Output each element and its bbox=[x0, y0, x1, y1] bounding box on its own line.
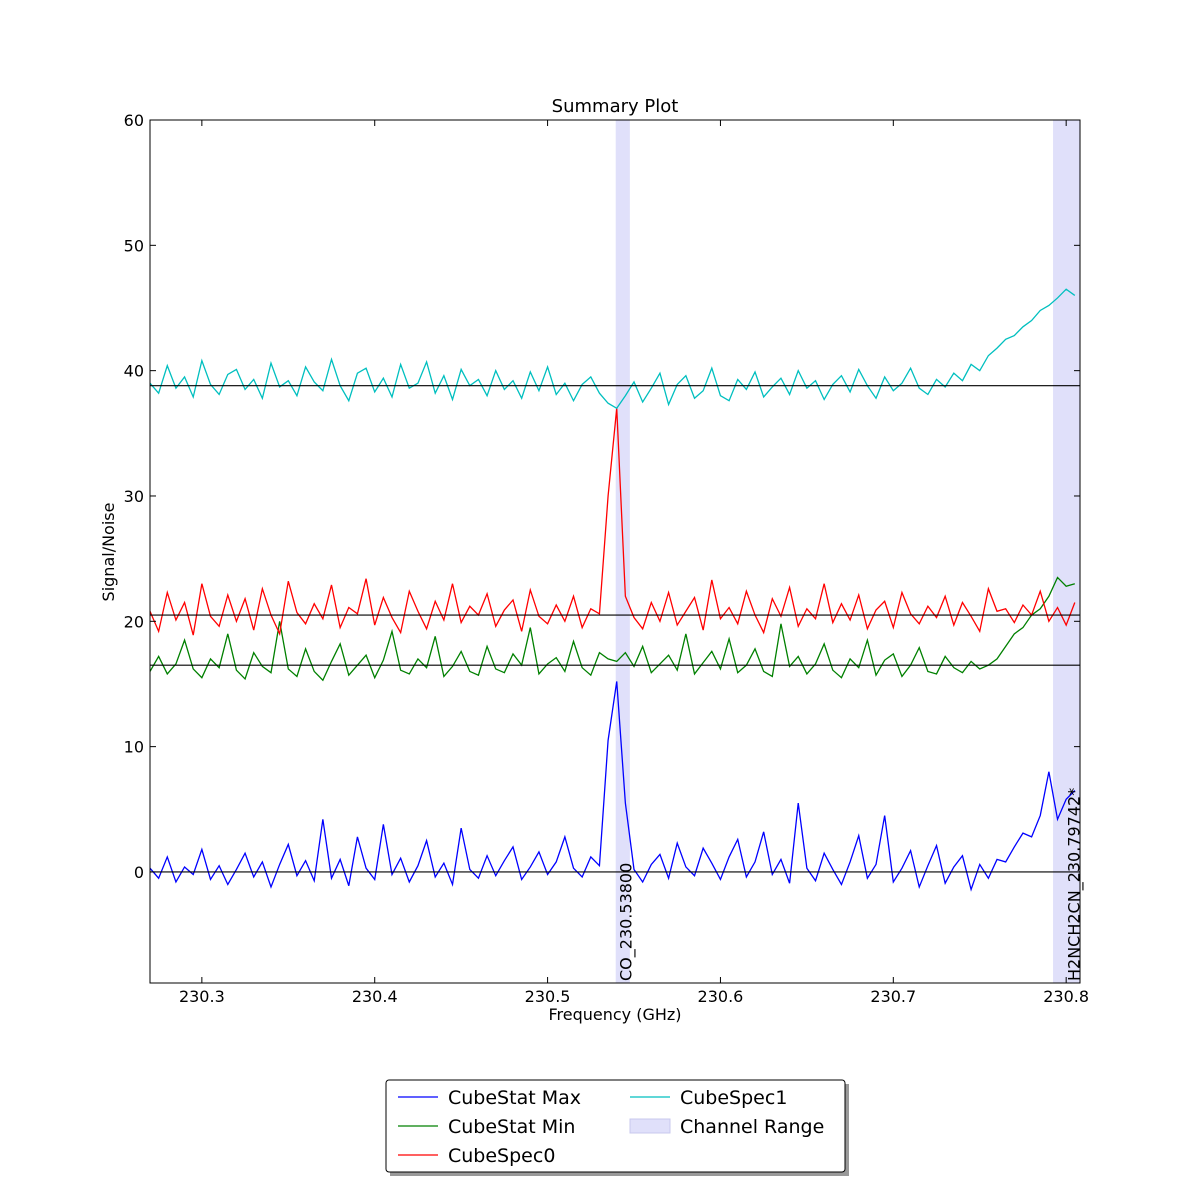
legend-label: CubeStat Min bbox=[448, 1116, 575, 1138]
y-axis-label: Signal/Noise bbox=[99, 503, 118, 602]
y-tick-label: 30 bbox=[124, 487, 144, 506]
series-line bbox=[149, 576, 1075, 682]
x-axis-label: Frequency (GHz) bbox=[548, 1005, 681, 1024]
legend-box bbox=[385, 1079, 846, 1173]
x-tick-label: 230.3 bbox=[179, 987, 225, 1006]
legend: CubeStat Max CubeStat Min CubeSpec0 CubeSpe… bbox=[385, 1079, 849, 1176]
x-tick-label: 230.5 bbox=[525, 987, 571, 1006]
legend-swatch bbox=[629, 1118, 671, 1134]
line-id-label: CO_230.53800 bbox=[616, 863, 636, 981]
y-tick-label: 10 bbox=[124, 738, 144, 757]
y-tick-label: 20 bbox=[124, 612, 144, 631]
legend-label: CubeSpec0 bbox=[448, 1145, 555, 1167]
plot-frame bbox=[149, 119, 1081, 984]
x-tick-label: 230.7 bbox=[870, 987, 916, 1006]
legend-label: CubeStat Max bbox=[448, 1087, 581, 1109]
series-line bbox=[149, 681, 1076, 892]
legend-label: CubeSpec1 bbox=[680, 1087, 787, 1109]
series-line bbox=[149, 288, 1076, 410]
y-tick-label: 60 bbox=[124, 111, 144, 130]
y-tick-label: 40 bbox=[124, 362, 144, 381]
line-id-label: H2NCH2CN_230.79742* bbox=[1065, 788, 1085, 981]
legend-label: Channel Range bbox=[680, 1116, 824, 1138]
x-tick-label: 230.6 bbox=[698, 987, 744, 1006]
chart-title: Summary Plot bbox=[552, 96, 679, 117]
series-line bbox=[149, 408, 1076, 637]
x-tick-label: 230.4 bbox=[352, 987, 398, 1006]
channel-range bbox=[1053, 120, 1080, 983]
x-tick-label: 230.8 bbox=[1043, 987, 1089, 1006]
y-tick-label: 50 bbox=[124, 236, 144, 255]
y-tick-label: 0 bbox=[134, 863, 144, 882]
